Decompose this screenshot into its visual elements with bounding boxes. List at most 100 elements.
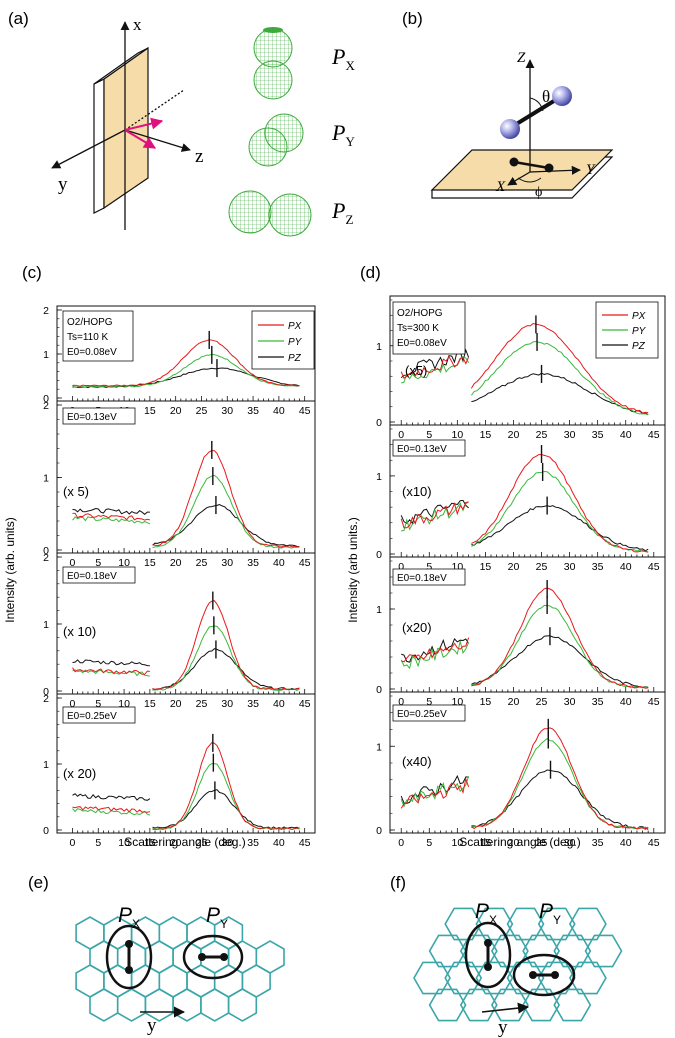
hexagon-cell [89,988,119,1022]
legend-d-py: PY [632,326,647,337]
axis-Z-label: Z [517,50,526,66]
y-tick-label: 0 [43,686,49,698]
ellipse-py-e [182,934,244,980]
phi-arc [517,177,542,183]
series-line-PZ [152,504,300,548]
energy-d-013: E0=0.13eV [397,444,447,455]
x-tick-label: 5 [95,698,101,710]
slab-top [93,47,149,85]
x-tick-label: 20 [508,837,520,849]
hexagon-cell [413,961,451,995]
panel-d-energy-boxes: E0=0.13eV E0=0.18eV E0=0.25eV [392,439,466,722]
hexagon-cell [522,934,561,968]
legend-c-px: PX [288,321,302,332]
hexagon-cell [116,988,147,1022]
x-tick-label: 30 [564,696,576,708]
y-tick-label: 1 [376,341,382,353]
y-label-e: y [147,1015,157,1036]
multiplier-c-2: (x 5) [63,484,89,499]
x-tick-label: 35 [592,429,604,441]
legend-d-px: PX [632,311,646,322]
x-tick-label: 30 [221,557,233,569]
scatter-arrow-1 [124,117,164,131]
x-tick-label: 0 [70,837,76,849]
panel-c-conditions: O2/HOPG Ts=110 K E0=0.08eV [62,310,134,362]
x-tick-label: 15 [480,429,492,441]
series-magnified-PY [400,776,470,808]
panel-a: (a) x y z PX PY PZ [8,9,355,237]
series-magnified-PX [72,667,150,675]
multiplier-d-4: (x40) [402,754,432,769]
series-line-PZ [471,372,649,416]
energy-d-025: E0=0.25eV [397,709,447,720]
y-tick-label: 0 [376,549,382,561]
axis-z-label: z [195,146,203,167]
legend-c-py: PY [288,337,303,348]
y-tick-label: 0 [43,393,49,405]
x-tick-label: 5 [426,696,432,708]
hexagon-cell [537,907,576,941]
axis-Y-line [529,165,581,175]
series-magnified-PX [400,355,470,379]
series-magnified-PX [400,777,470,809]
x-tick-label: 30 [221,837,233,849]
x-tick-label: 15 [480,561,492,573]
x-tick-label: 45 [648,561,660,573]
x-tick-label: 0 [398,837,404,849]
y-tick-label: 2 [43,305,49,317]
y-tick-label: 0 [43,545,49,557]
x-tick-label: 5 [426,837,432,849]
orbital-pz-icon [228,190,312,237]
hexagon-cell [428,988,467,1022]
panel-d-ylabel: Intensity (arb units.) [346,517,360,622]
hexagon-cell [200,988,230,1022]
x-tick-label: 30 [564,429,576,441]
x-tick-label: 25 [196,405,208,417]
hexagon-cell [475,907,514,941]
axis-y-line [51,129,126,169]
x-tick-label: 10 [452,429,464,441]
panel-letter-c: (c) [22,263,42,282]
series-magnified-PY [72,516,151,525]
x-tick-label: 0 [398,429,404,441]
panel-d-conditions: O2/HOPG Ts=300 K E0=0.08eV [392,301,466,355]
x-tick-label: 20 [508,429,520,441]
orbital-px-icon [253,27,293,100]
axis-X-label: X [495,179,506,195]
x-tick-label: 15 [480,837,492,849]
x-tick-label: 0 [398,561,404,573]
series-line-PY [470,340,649,416]
y-tick-label: 0 [376,417,382,429]
x-tick-label: 25 [536,696,548,708]
legend-d-pz: PZ [632,341,646,352]
series-line-PY [152,625,300,691]
x-tick-label: 30 [221,405,233,417]
phi-label: ϕ [535,185,542,200]
panel-d-legend: PX PY PZ [595,301,659,359]
x-tick-label: 15 [480,696,492,708]
panel-c-legend: PX PY PZ [251,310,315,370]
hexagon-cell [568,907,607,941]
y-tick-label: 1 [43,759,49,771]
subplot-c-3: 0 5 10 15 20 25 30 35 40 45 0 1 2 [43,693,316,849]
series-magnified-PX [72,512,151,521]
hexagon-cell [553,988,592,1022]
x-tick-label: 35 [247,698,259,710]
x-tick-label: 5 [95,837,101,849]
y-tick-label: 2 [43,693,49,705]
hexagon-cell [490,934,529,968]
condition-e-c: E0=0.08eV [67,347,117,358]
series-line-PY [152,474,300,549]
hexagon-cell [584,934,623,968]
x-tick-label: 5 [95,557,101,569]
energy-c-018: E0=0.18eV [67,571,117,582]
series-line-PX [471,727,649,831]
hexagon-cell [172,988,202,1022]
x-tick-label: 35 [247,557,259,569]
projection-atom-1 [509,157,519,167]
x-tick-label: 20 [170,557,182,569]
x-tick-label: 40 [273,405,285,417]
x-tick-label: 40 [620,561,632,573]
series-line-PZ [72,367,300,389]
